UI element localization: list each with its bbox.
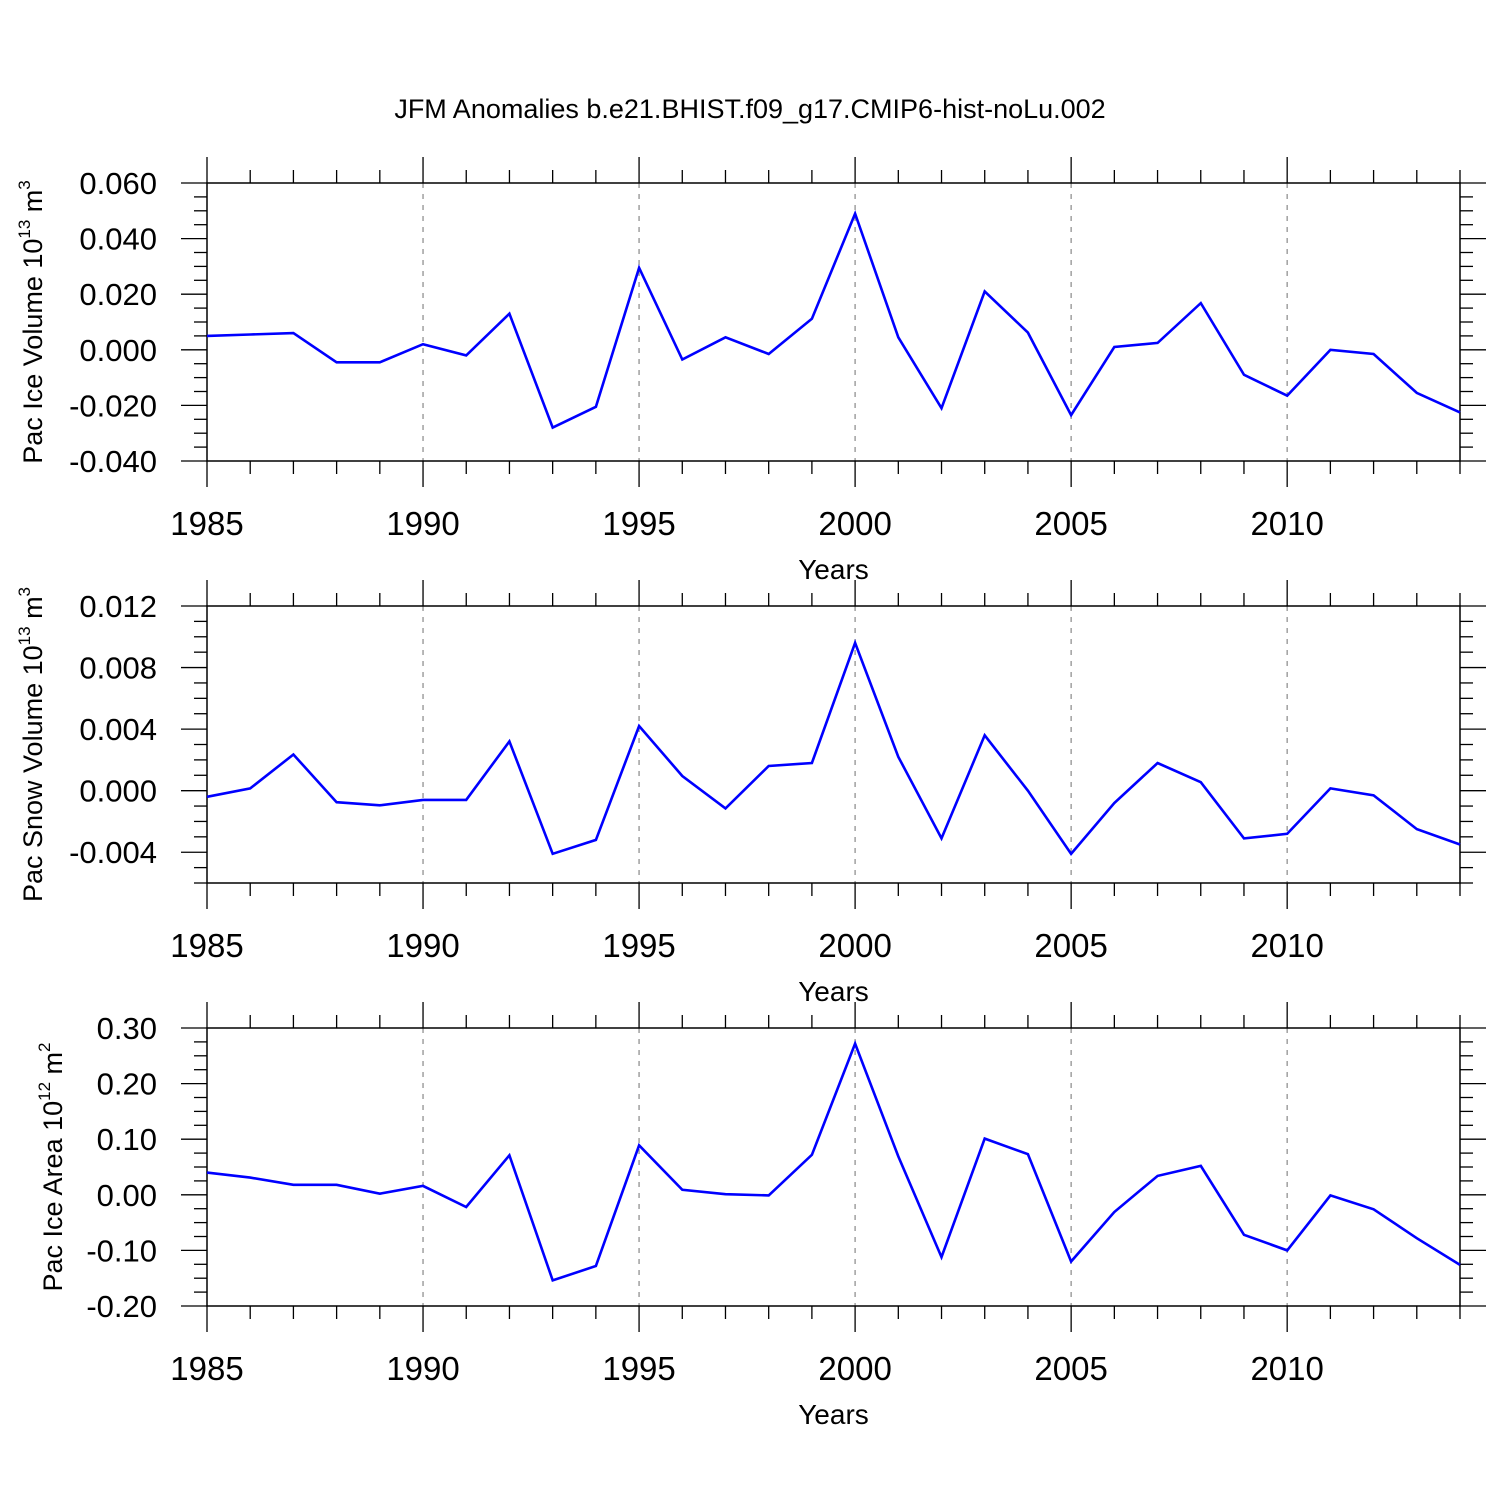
plot-frame [206, 605, 1461, 884]
y-tick-label: 0.000 [79, 333, 157, 368]
y-tick-label: 0.060 [79, 166, 157, 201]
y-tick-label: -0.040 [69, 444, 157, 479]
y-tick-label: 0.020 [79, 277, 157, 312]
x-tick-label: 1990 [386, 505, 459, 542]
y-tick-label: 0.004 [79, 712, 157, 747]
y-tick-label: -0.004 [69, 835, 157, 870]
y-tick-label: 0.012 [79, 589, 157, 624]
x-tick-label: 2000 [818, 1350, 891, 1387]
x-tick-label: 1990 [386, 1350, 459, 1387]
x-tick-label: 1985 [170, 927, 243, 964]
x-tick-label: 2005 [1034, 505, 1107, 542]
panel-1: 1985 1990 1995 2000 2005 2010 -0.040 -0.020 0.00… [15, 157, 1486, 585]
y-tick-label: -0.20 [86, 1289, 157, 1324]
x-tick-label: 1985 [170, 1350, 243, 1387]
plot-frame [206, 182, 1461, 462]
x-tick-label: 2010 [1250, 505, 1323, 542]
y-tick-label: 0.30 [97, 1011, 157, 1046]
x-tick-label: 2000 [818, 927, 891, 964]
y-axis-label: Pac Snow Volume 1013 m3 [15, 587, 48, 902]
y-tick-label: 0.008 [79, 651, 157, 686]
x-axis-label: Years [798, 554, 869, 585]
x-tick-label: 2005 [1034, 927, 1107, 964]
y-tick-label: -0.10 [86, 1233, 157, 1268]
panel-3: 1985 1990 1995 2000 2005 2010 -0.20 -0.10 0.00 0.… [35, 1002, 1486, 1430]
x-tick-label: 1995 [602, 1350, 675, 1387]
y-tick-label: 0.10 [97, 1122, 157, 1157]
figure-title: JFM Anomalies b.e21.BHIST.f09_g17.CMIP6-… [394, 94, 1105, 124]
y-axis-label: Pac Ice Area 1012 m2 [35, 1042, 68, 1291]
y-tick-label: 0.00 [97, 1178, 157, 1213]
plot-frame [206, 1027, 1461, 1307]
x-tick-label: 1995 [602, 927, 675, 964]
x-axis-label: Years [798, 1399, 869, 1430]
x-axis-label: Years [798, 976, 869, 1007]
x-tick-label: 2005 [1034, 1350, 1107, 1387]
panel-2: 1985 1990 1995 2000 2005 2010 -0.004 0.000 0.004… [15, 580, 1486, 1007]
series-line [206, 639, 1461, 856]
y-axis-label: Pac Ice Volume 1013 m3 [15, 180, 48, 464]
y-tick-label: 0.000 [79, 774, 157, 809]
x-tick-label: 2010 [1250, 927, 1323, 964]
y-tick-label: -0.020 [69, 388, 157, 423]
x-tick-label: 1985 [170, 505, 243, 542]
y-tick-label: 0.040 [79, 222, 157, 257]
x-tick-label: 1995 [602, 505, 675, 542]
series-line [206, 209, 1461, 430]
series-line [206, 1039, 1461, 1283]
x-tick-label: 2000 [818, 505, 891, 542]
y-tick-label: 0.20 [97, 1067, 157, 1102]
x-tick-label: 2010 [1250, 1350, 1323, 1387]
x-tick-label: 1990 [386, 927, 459, 964]
